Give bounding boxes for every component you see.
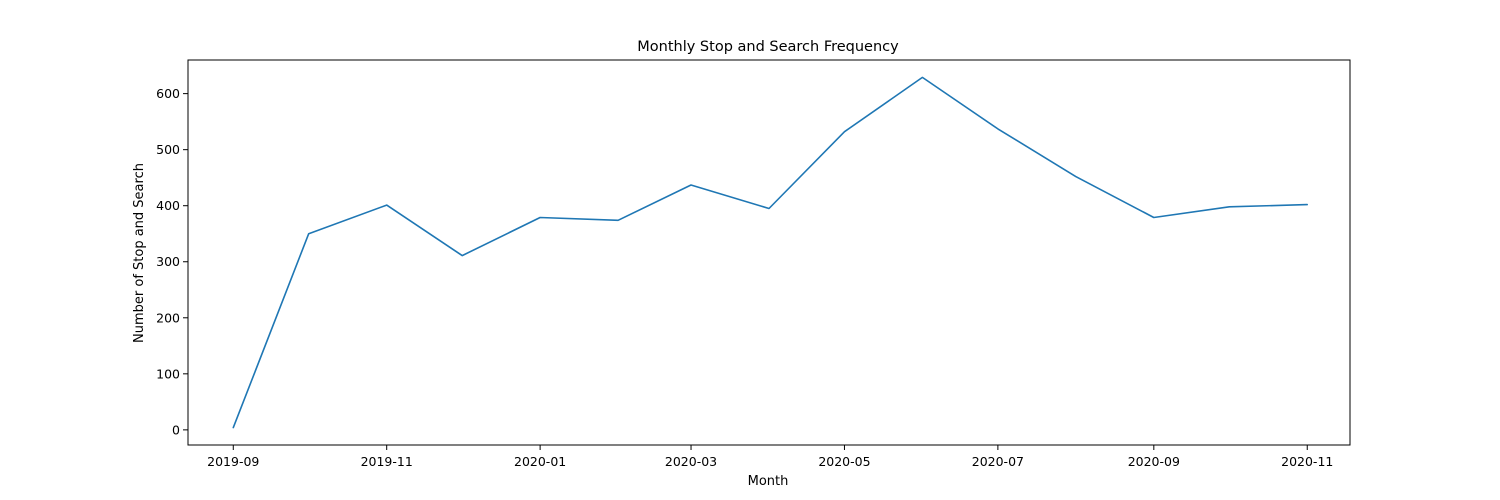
y-tick-label-200: 200: [156, 310, 180, 325]
x-tick-label-2019-11: 2019-11: [361, 454, 413, 469]
x-tick-label-2020-01: 2020-01: [514, 454, 566, 469]
y-tick-label-400: 400: [156, 198, 180, 213]
y-tick-label-100: 100: [156, 366, 180, 381]
x-tick-label-2020-09: 2020-09: [1128, 454, 1180, 469]
y-tick-label-0: 0: [172, 422, 180, 437]
x-tick-label-2020-05: 2020-05: [818, 454, 870, 469]
x-tick-label-2020-03: 2020-03: [665, 454, 717, 469]
plot-frame: [187, 59, 1351, 446]
chart-title: Monthly Stop and Search Frequency: [637, 39, 899, 55]
y-tick-label-300: 300: [156, 254, 180, 269]
x-tick-label-2019-09: 2019-09: [207, 454, 259, 469]
plot-area: 0 100 200 300 400 500 600 2019-09 2019-11 2020-01…: [156, 59, 1351, 469]
y-axis-label: Number of Stop and Search: [132, 163, 147, 343]
y-tick-label-500: 500: [156, 142, 180, 157]
series-line-0: [232, 76, 1308, 429]
y-tick-label-600: 600: [156, 86, 180, 101]
x-tick-label-2020-07: 2020-07: [972, 454, 1024, 469]
x-axis-label: Month: [748, 474, 789, 489]
x-tick-label-2020-11: 2020-11: [1281, 454, 1333, 469]
